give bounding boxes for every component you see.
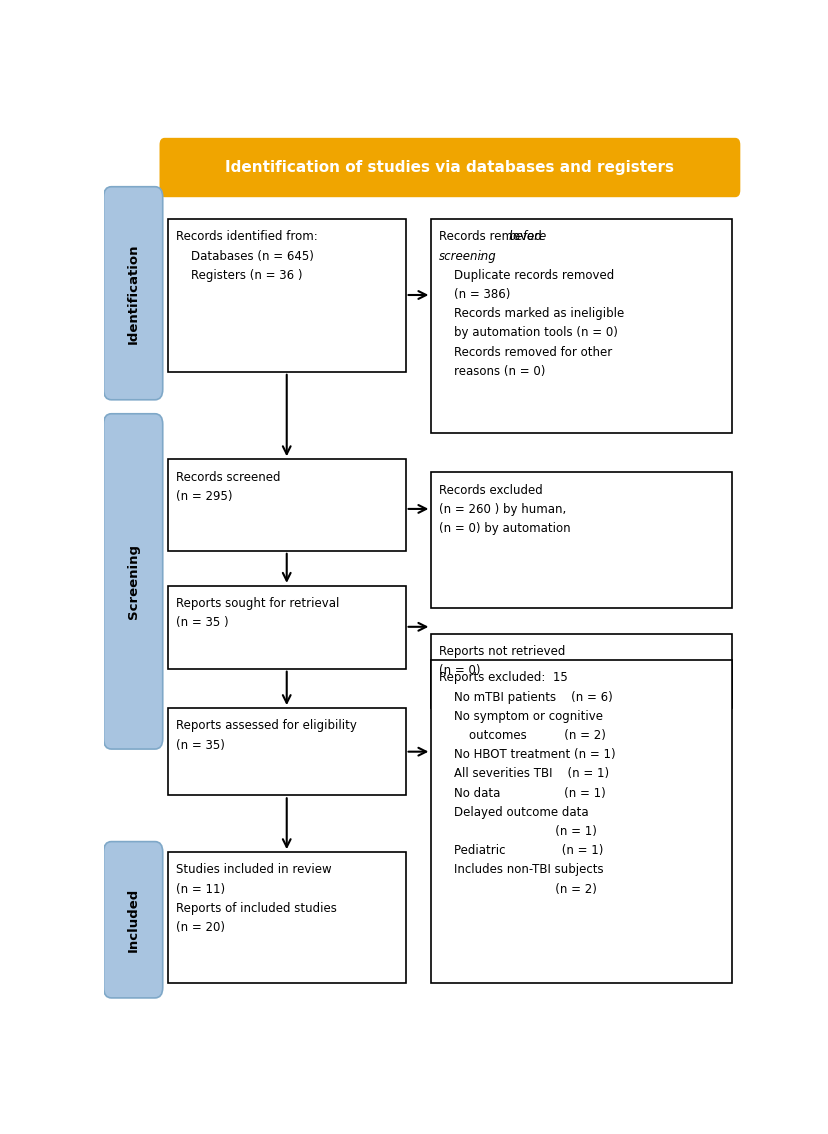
Text: Delayed outcome data: Delayed outcome data (439, 806, 588, 819)
Text: Screening: Screening (127, 544, 139, 619)
Text: (n = 260 ) by human,: (n = 260 ) by human, (439, 502, 566, 516)
FancyBboxPatch shape (104, 414, 162, 750)
Text: Databases (n = 645): Databases (n = 645) (176, 249, 313, 263)
Text: Records removed: Records removed (439, 230, 545, 244)
Text: (n = 386): (n = 386) (439, 288, 510, 301)
Text: Reports of included studies: Reports of included studies (176, 902, 336, 915)
Text: No data                 (n = 1): No data (n = 1) (439, 787, 605, 799)
Text: No symptom or cognitive: No symptom or cognitive (439, 710, 602, 722)
Text: reasons (n = 0): reasons (n = 0) (439, 365, 545, 378)
Text: Identification: Identification (127, 243, 139, 344)
Text: Records marked as ineligible: Records marked as ineligible (439, 307, 623, 320)
Text: (n = 295): (n = 295) (176, 490, 232, 502)
Bar (167, 586, 405, 669)
FancyBboxPatch shape (104, 841, 162, 998)
Text: (n = 0): (n = 0) (439, 665, 480, 677)
Bar (167, 459, 405, 551)
Text: No HBOT treatment (n = 1): No HBOT treatment (n = 1) (439, 748, 615, 761)
Text: Records screened: Records screened (176, 471, 280, 483)
Bar (167, 219, 405, 372)
Text: Records identified from:: Records identified from: (176, 230, 317, 244)
Text: (n = 20): (n = 20) (176, 921, 224, 934)
Text: Duplicate records removed: Duplicate records removed (439, 269, 614, 282)
Bar (431, 472, 731, 608)
Text: (n = 1): (n = 1) (439, 826, 596, 838)
Text: All severities TBI    (n = 1): All severities TBI (n = 1) (439, 768, 609, 780)
Text: Reports sought for retrieval: Reports sought for retrieval (176, 598, 339, 610)
Bar (167, 852, 405, 983)
Text: Pediatric               (n = 1): Pediatric (n = 1) (439, 844, 603, 857)
FancyBboxPatch shape (159, 138, 739, 197)
Text: Reports assessed for eligibility: Reports assessed for eligibility (176, 719, 356, 733)
Text: Studies included in review: Studies included in review (176, 863, 331, 877)
Text: Included: Included (127, 888, 139, 951)
Text: (n = 35): (n = 35) (176, 738, 224, 752)
Text: No mTBI patients    (n = 6): No mTBI patients (n = 6) (439, 691, 612, 703)
Bar (431, 660, 731, 983)
Text: Includes non-TBI subjects: Includes non-TBI subjects (439, 863, 603, 877)
Text: (n = 2): (n = 2) (439, 882, 596, 896)
Bar (431, 634, 731, 708)
Bar (431, 219, 731, 433)
Text: outcomes          (n = 2): outcomes (n = 2) (439, 729, 605, 742)
Text: (n = 11): (n = 11) (176, 882, 224, 896)
Text: screening: screening (439, 249, 496, 263)
Text: Records excluded: Records excluded (439, 483, 542, 497)
Text: Records removed for other: Records removed for other (439, 346, 612, 358)
Text: by automation tools (n = 0): by automation tools (n = 0) (439, 327, 617, 339)
Text: Reports excluded:  15: Reports excluded: 15 (439, 671, 567, 684)
Text: (n = 0) by automation: (n = 0) by automation (439, 522, 570, 535)
Text: Registers (n = 36 ): Registers (n = 36 ) (176, 269, 301, 282)
Text: Identification of studies via databases and registers: Identification of studies via databases … (225, 160, 674, 175)
Text: before: before (508, 230, 546, 244)
Text: (n = 35 ): (n = 35 ) (176, 617, 228, 629)
FancyBboxPatch shape (104, 187, 162, 400)
Text: Reports not retrieved: Reports not retrieved (439, 645, 565, 658)
Text: :: : (478, 249, 482, 263)
Bar (167, 708, 405, 795)
